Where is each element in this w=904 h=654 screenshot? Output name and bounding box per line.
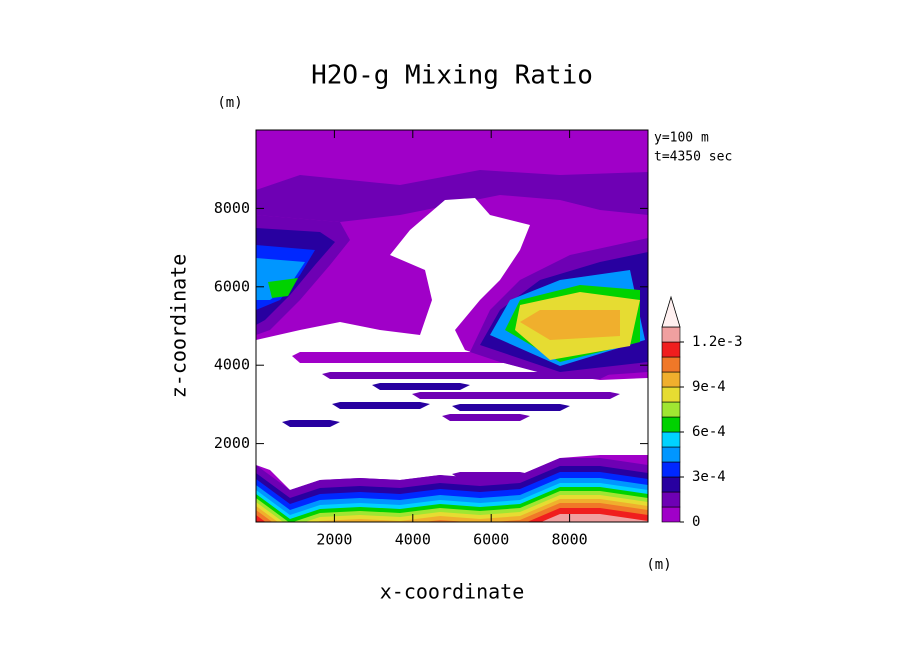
contour-region [282, 420, 340, 427]
contour-region [372, 383, 470, 390]
colorbar-box [661, 416, 681, 433]
contour-region [332, 402, 430, 409]
colorbar-tick-label: 3e-4 [692, 469, 726, 485]
colorbar-tick-label: 9e-4 [692, 379, 726, 395]
contour-field [256, 130, 648, 522]
colorbar-box [661, 431, 681, 448]
colorbar-box [661, 491, 681, 508]
colorbar-box [661, 326, 681, 343]
y-tick-label: 2000 [214, 434, 250, 452]
contour-region [442, 414, 530, 421]
contour-region [256, 258, 305, 300]
colorbar-box [661, 401, 681, 418]
x-axis-label: x-coordinate [380, 580, 525, 604]
colorbar-box [661, 371, 681, 388]
contour-region [256, 170, 648, 222]
x-tick-label: 6000 [473, 531, 509, 549]
colorbar-box [661, 461, 681, 478]
colorbar-tick-label: 6e-4 [692, 424, 726, 440]
x-tick-label: 8000 [552, 531, 588, 549]
colorbar-tick-label: 1.2e-3 [692, 334, 743, 350]
y-tick-label: 6000 [214, 277, 250, 295]
annotation: y=100 m [654, 131, 709, 146]
colorbar-box [661, 446, 681, 463]
annotation: t=4350 sec [654, 150, 732, 165]
y-axis-label: z-coordinate [167, 254, 191, 399]
x-tick-label: 2000 [316, 531, 352, 549]
plot-frame [255, 129, 649, 523]
contour-region [452, 404, 570, 411]
y-tick-label: 4000 [214, 356, 250, 374]
contour-region [520, 310, 620, 340]
colorbar-box [661, 476, 681, 493]
y-unit: (m) [217, 95, 242, 111]
colorbar-tick-label: 0 [692, 514, 700, 530]
contour-region [256, 198, 648, 490]
colorbar-extend [661, 295, 681, 328]
contour-region [268, 278, 298, 298]
contour-region [322, 372, 610, 379]
contour-region [256, 514, 648, 522]
chart-title: H2O-g Mixing Ratio [311, 61, 593, 91]
colorbar-box [661, 341, 681, 358]
contour-region [412, 392, 620, 399]
colorbar-box [661, 386, 681, 403]
colorbar-box [661, 506, 681, 523]
x-unit: (m) [646, 557, 671, 573]
y-tick-label: 8000 [214, 199, 250, 217]
colorbar-box [661, 356, 681, 373]
x-tick-label: 4000 [395, 531, 431, 549]
